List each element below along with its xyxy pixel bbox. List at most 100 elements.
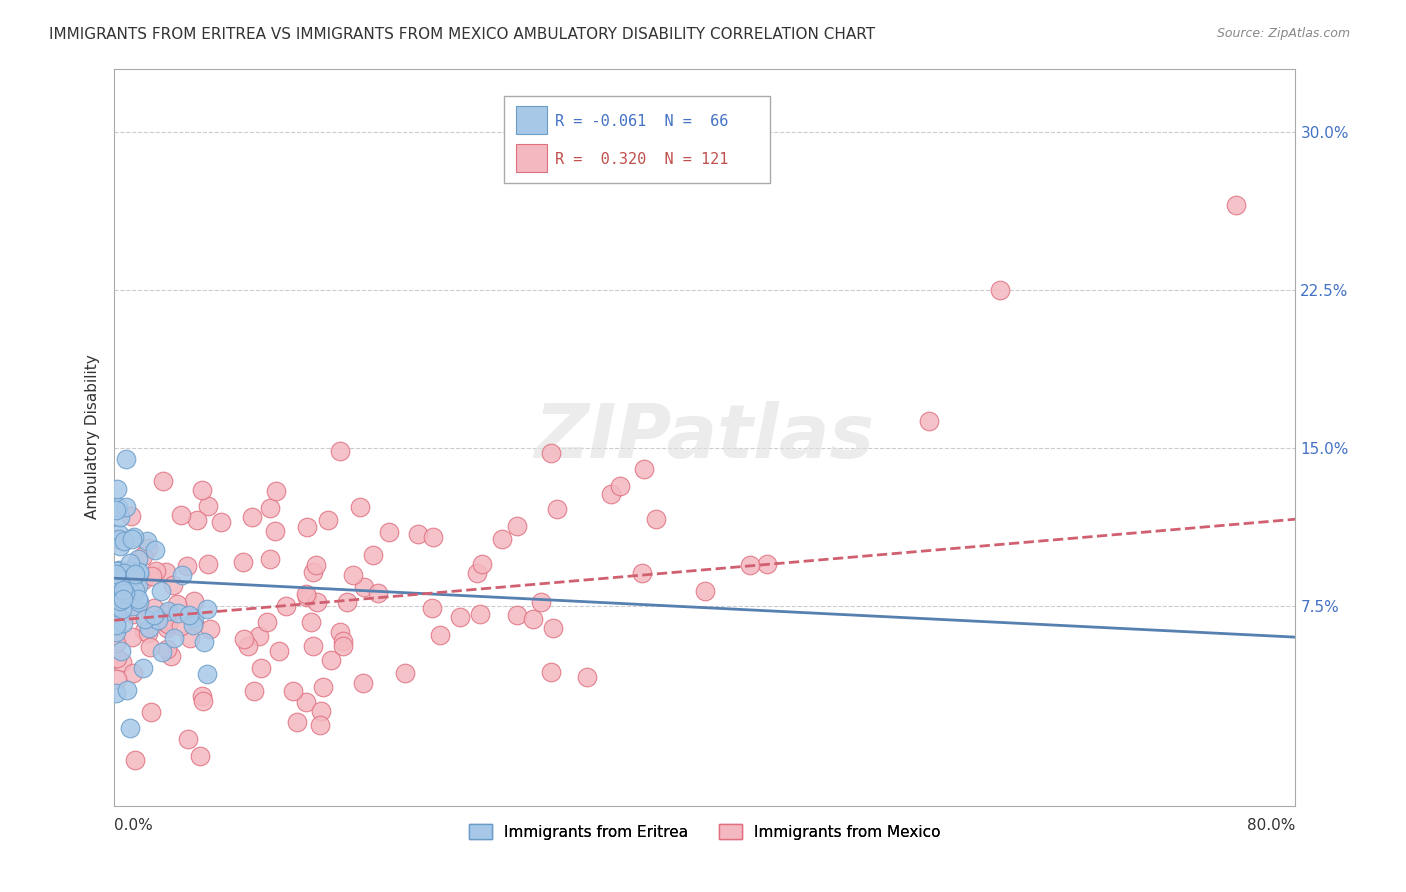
Point — [250, 661, 273, 675]
Point — [232, 555, 254, 569]
Point — [121, 532, 143, 546]
Point — [195, 667, 218, 681]
Point — [141, 569, 163, 583]
Point — [132, 549, 155, 564]
Point — [166, 598, 188, 612]
Point — [124, 583, 146, 598]
Point — [112, 583, 135, 598]
Point — [506, 519, 529, 533]
Point — [120, 509, 142, 524]
Point — [329, 624, 352, 639]
Point — [183, 594, 205, 608]
Point — [191, 693, 214, 707]
Point — [118, 556, 141, 570]
Point — [295, 695, 318, 709]
Point — [139, 640, 162, 654]
Point — [112, 566, 135, 581]
Point — [105, 672, 128, 686]
Point — [105, 564, 128, 578]
Point — [467, 566, 489, 580]
Point — [449, 610, 471, 624]
Point — [305, 595, 328, 609]
Point — [546, 502, 568, 516]
Point — [170, 619, 193, 633]
Text: Source: ZipAtlas.com: Source: ZipAtlas.com — [1216, 27, 1350, 40]
Point — [259, 501, 281, 516]
Point — [302, 565, 325, 579]
Point — [740, 558, 762, 572]
Point — [112, 585, 135, 599]
Point — [152, 615, 174, 629]
Text: 0.0%: 0.0% — [114, 818, 153, 833]
Point — [150, 645, 173, 659]
Point — [122, 666, 145, 681]
Point — [162, 577, 184, 591]
Point — [342, 567, 364, 582]
Point — [304, 558, 326, 573]
Point — [198, 622, 221, 636]
Point — [108, 539, 131, 553]
Point — [233, 632, 256, 647]
Point — [135, 533, 157, 548]
Point — [295, 520, 318, 534]
Point — [283, 684, 305, 698]
Point — [211, 516, 233, 530]
Point — [191, 690, 214, 704]
Point — [295, 590, 318, 604]
Point — [170, 568, 193, 582]
Point — [131, 574, 153, 588]
Point — [406, 527, 429, 541]
Point — [269, 644, 291, 658]
Point — [163, 631, 186, 645]
Point — [312, 680, 335, 694]
Point — [104, 636, 127, 650]
Point — [111, 583, 134, 598]
Point — [142, 607, 165, 622]
Point — [181, 618, 204, 632]
Point — [576, 670, 599, 684]
Point — [468, 607, 491, 621]
Point — [115, 565, 138, 579]
Point — [193, 634, 215, 648]
Point — [191, 483, 214, 497]
Point — [188, 748, 211, 763]
Point — [107, 576, 129, 591]
Point — [491, 532, 513, 546]
Point — [128, 565, 150, 579]
Point — [122, 559, 145, 574]
Point — [543, 621, 565, 635]
Text: R = -0.061  N =  66: R = -0.061 N = 66 — [555, 114, 728, 129]
Point — [264, 524, 287, 539]
Point — [104, 503, 127, 517]
Point — [128, 566, 150, 581]
Point — [156, 604, 179, 618]
Point — [152, 474, 174, 488]
Point — [155, 565, 177, 579]
Point — [115, 500, 138, 514]
Point — [988, 283, 1011, 297]
Y-axis label: Ambulatory Disability: Ambulatory Disability — [86, 355, 100, 519]
Point — [118, 564, 141, 578]
Point — [128, 595, 150, 609]
Point — [378, 525, 401, 540]
Point — [111, 602, 134, 616]
Point — [121, 630, 143, 644]
Point — [107, 500, 129, 515]
Point — [120, 721, 142, 735]
Point — [124, 567, 146, 582]
Point — [134, 624, 156, 638]
Point — [195, 602, 218, 616]
Point — [1225, 198, 1247, 212]
Point — [302, 639, 325, 653]
Point — [112, 615, 135, 630]
Point — [256, 615, 278, 629]
Point — [136, 626, 159, 640]
Point — [110, 644, 132, 658]
Point — [259, 552, 281, 566]
Point — [522, 612, 544, 626]
Point — [329, 444, 352, 458]
Point — [530, 595, 553, 609]
Point — [124, 753, 146, 767]
Point — [160, 649, 183, 664]
Point — [240, 510, 263, 524]
